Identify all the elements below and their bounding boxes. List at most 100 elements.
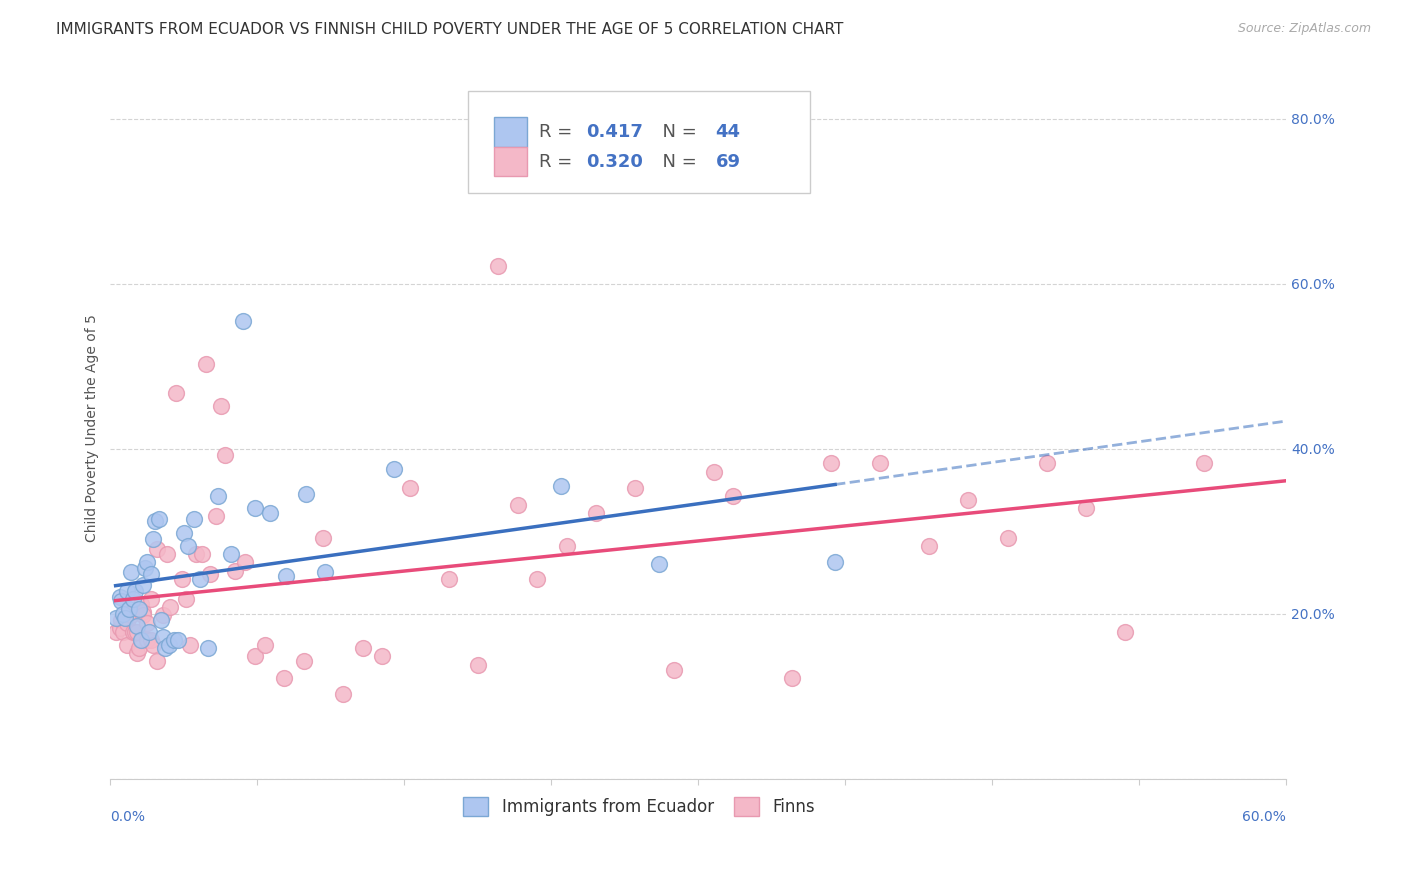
Point — [957, 492, 980, 507]
Point — [179, 638, 201, 652]
Point — [149, 613, 172, 627]
Point — [127, 619, 149, 633]
Point — [253, 638, 276, 652]
Point — [145, 542, 167, 557]
Point — [120, 608, 142, 623]
Point — [127, 646, 149, 660]
Point — [165, 385, 187, 400]
Text: 44: 44 — [716, 123, 741, 141]
Point — [232, 314, 254, 328]
Legend: Immigrants from Ecuador, Finns: Immigrants from Ecuador, Finns — [457, 790, 821, 822]
Point — [117, 638, 139, 652]
Point — [128, 602, 150, 616]
Point — [110, 594, 132, 608]
Point — [194, 358, 217, 372]
Point — [332, 688, 354, 702]
Point — [163, 632, 186, 647]
Point — [624, 481, 647, 495]
Point — [136, 556, 159, 570]
Point — [243, 649, 266, 664]
Point — [142, 533, 165, 547]
Point — [139, 632, 162, 647]
Point — [183, 512, 205, 526]
Point — [824, 556, 846, 570]
Point — [145, 655, 167, 669]
Point — [122, 624, 145, 639]
Point — [132, 605, 155, 619]
Point — [664, 663, 686, 677]
Point — [122, 591, 145, 606]
Text: IMMIGRANTS FROM ECUADOR VS FINNISH CHILD POVERTY UNDER THE AGE OF 5 CORRELATION : IMMIGRANTS FROM ECUADOR VS FINNISH CHILD… — [56, 22, 844, 37]
FancyBboxPatch shape — [495, 117, 527, 146]
Point — [124, 624, 146, 639]
Point — [104, 611, 127, 625]
Point — [177, 539, 200, 553]
Point — [112, 607, 135, 621]
Point — [197, 641, 219, 656]
Point — [1114, 624, 1136, 639]
Point — [129, 597, 152, 611]
Point — [467, 657, 489, 672]
Point — [214, 448, 236, 462]
Point — [703, 465, 725, 479]
Point — [173, 525, 195, 540]
Point — [143, 514, 166, 528]
Point — [371, 649, 394, 664]
Point — [555, 539, 578, 553]
Point — [224, 564, 246, 578]
Point — [153, 641, 176, 656]
Point — [124, 583, 146, 598]
Point — [211, 399, 233, 413]
Point — [148, 512, 170, 526]
Point — [129, 632, 152, 647]
Text: Source: ZipAtlas.com: Source: ZipAtlas.com — [1237, 22, 1371, 36]
Point — [118, 602, 141, 616]
Point — [585, 506, 607, 520]
Point — [312, 531, 335, 545]
Text: N =: N = — [651, 153, 703, 170]
Point — [136, 632, 159, 647]
Point — [174, 591, 197, 606]
Point — [259, 506, 281, 520]
Point — [198, 567, 221, 582]
Point — [292, 655, 315, 669]
Point — [172, 572, 194, 586]
Point — [352, 641, 374, 656]
Point — [117, 583, 139, 598]
Point — [204, 509, 226, 524]
Point — [110, 613, 132, 627]
Text: 0.417: 0.417 — [586, 123, 643, 141]
Point — [152, 630, 174, 644]
Point — [155, 547, 177, 561]
Point — [243, 501, 266, 516]
Point — [152, 608, 174, 623]
Point — [506, 498, 529, 512]
Point — [207, 490, 229, 504]
Text: 60.0%: 60.0% — [1241, 810, 1286, 824]
Point — [138, 624, 160, 639]
Point — [118, 605, 141, 619]
Point — [108, 590, 131, 604]
Point — [398, 481, 420, 495]
Point — [157, 638, 180, 652]
Point — [219, 547, 242, 561]
Point — [294, 487, 316, 501]
Point — [120, 566, 142, 580]
Point — [276, 569, 298, 583]
Point — [191, 547, 214, 561]
Point — [167, 632, 190, 647]
Y-axis label: Child Poverty Under the Age of 5: Child Poverty Under the Age of 5 — [86, 314, 100, 542]
Point — [437, 572, 460, 586]
Point — [188, 572, 211, 586]
Text: R =: R = — [538, 153, 578, 170]
Point — [108, 622, 131, 636]
Point — [104, 624, 127, 639]
FancyBboxPatch shape — [468, 92, 810, 194]
Point — [647, 557, 669, 571]
Point — [139, 567, 162, 582]
FancyBboxPatch shape — [495, 147, 527, 177]
Text: 0.0%: 0.0% — [110, 810, 145, 824]
Point — [184, 547, 207, 561]
Point — [820, 457, 842, 471]
Point — [1192, 457, 1215, 471]
